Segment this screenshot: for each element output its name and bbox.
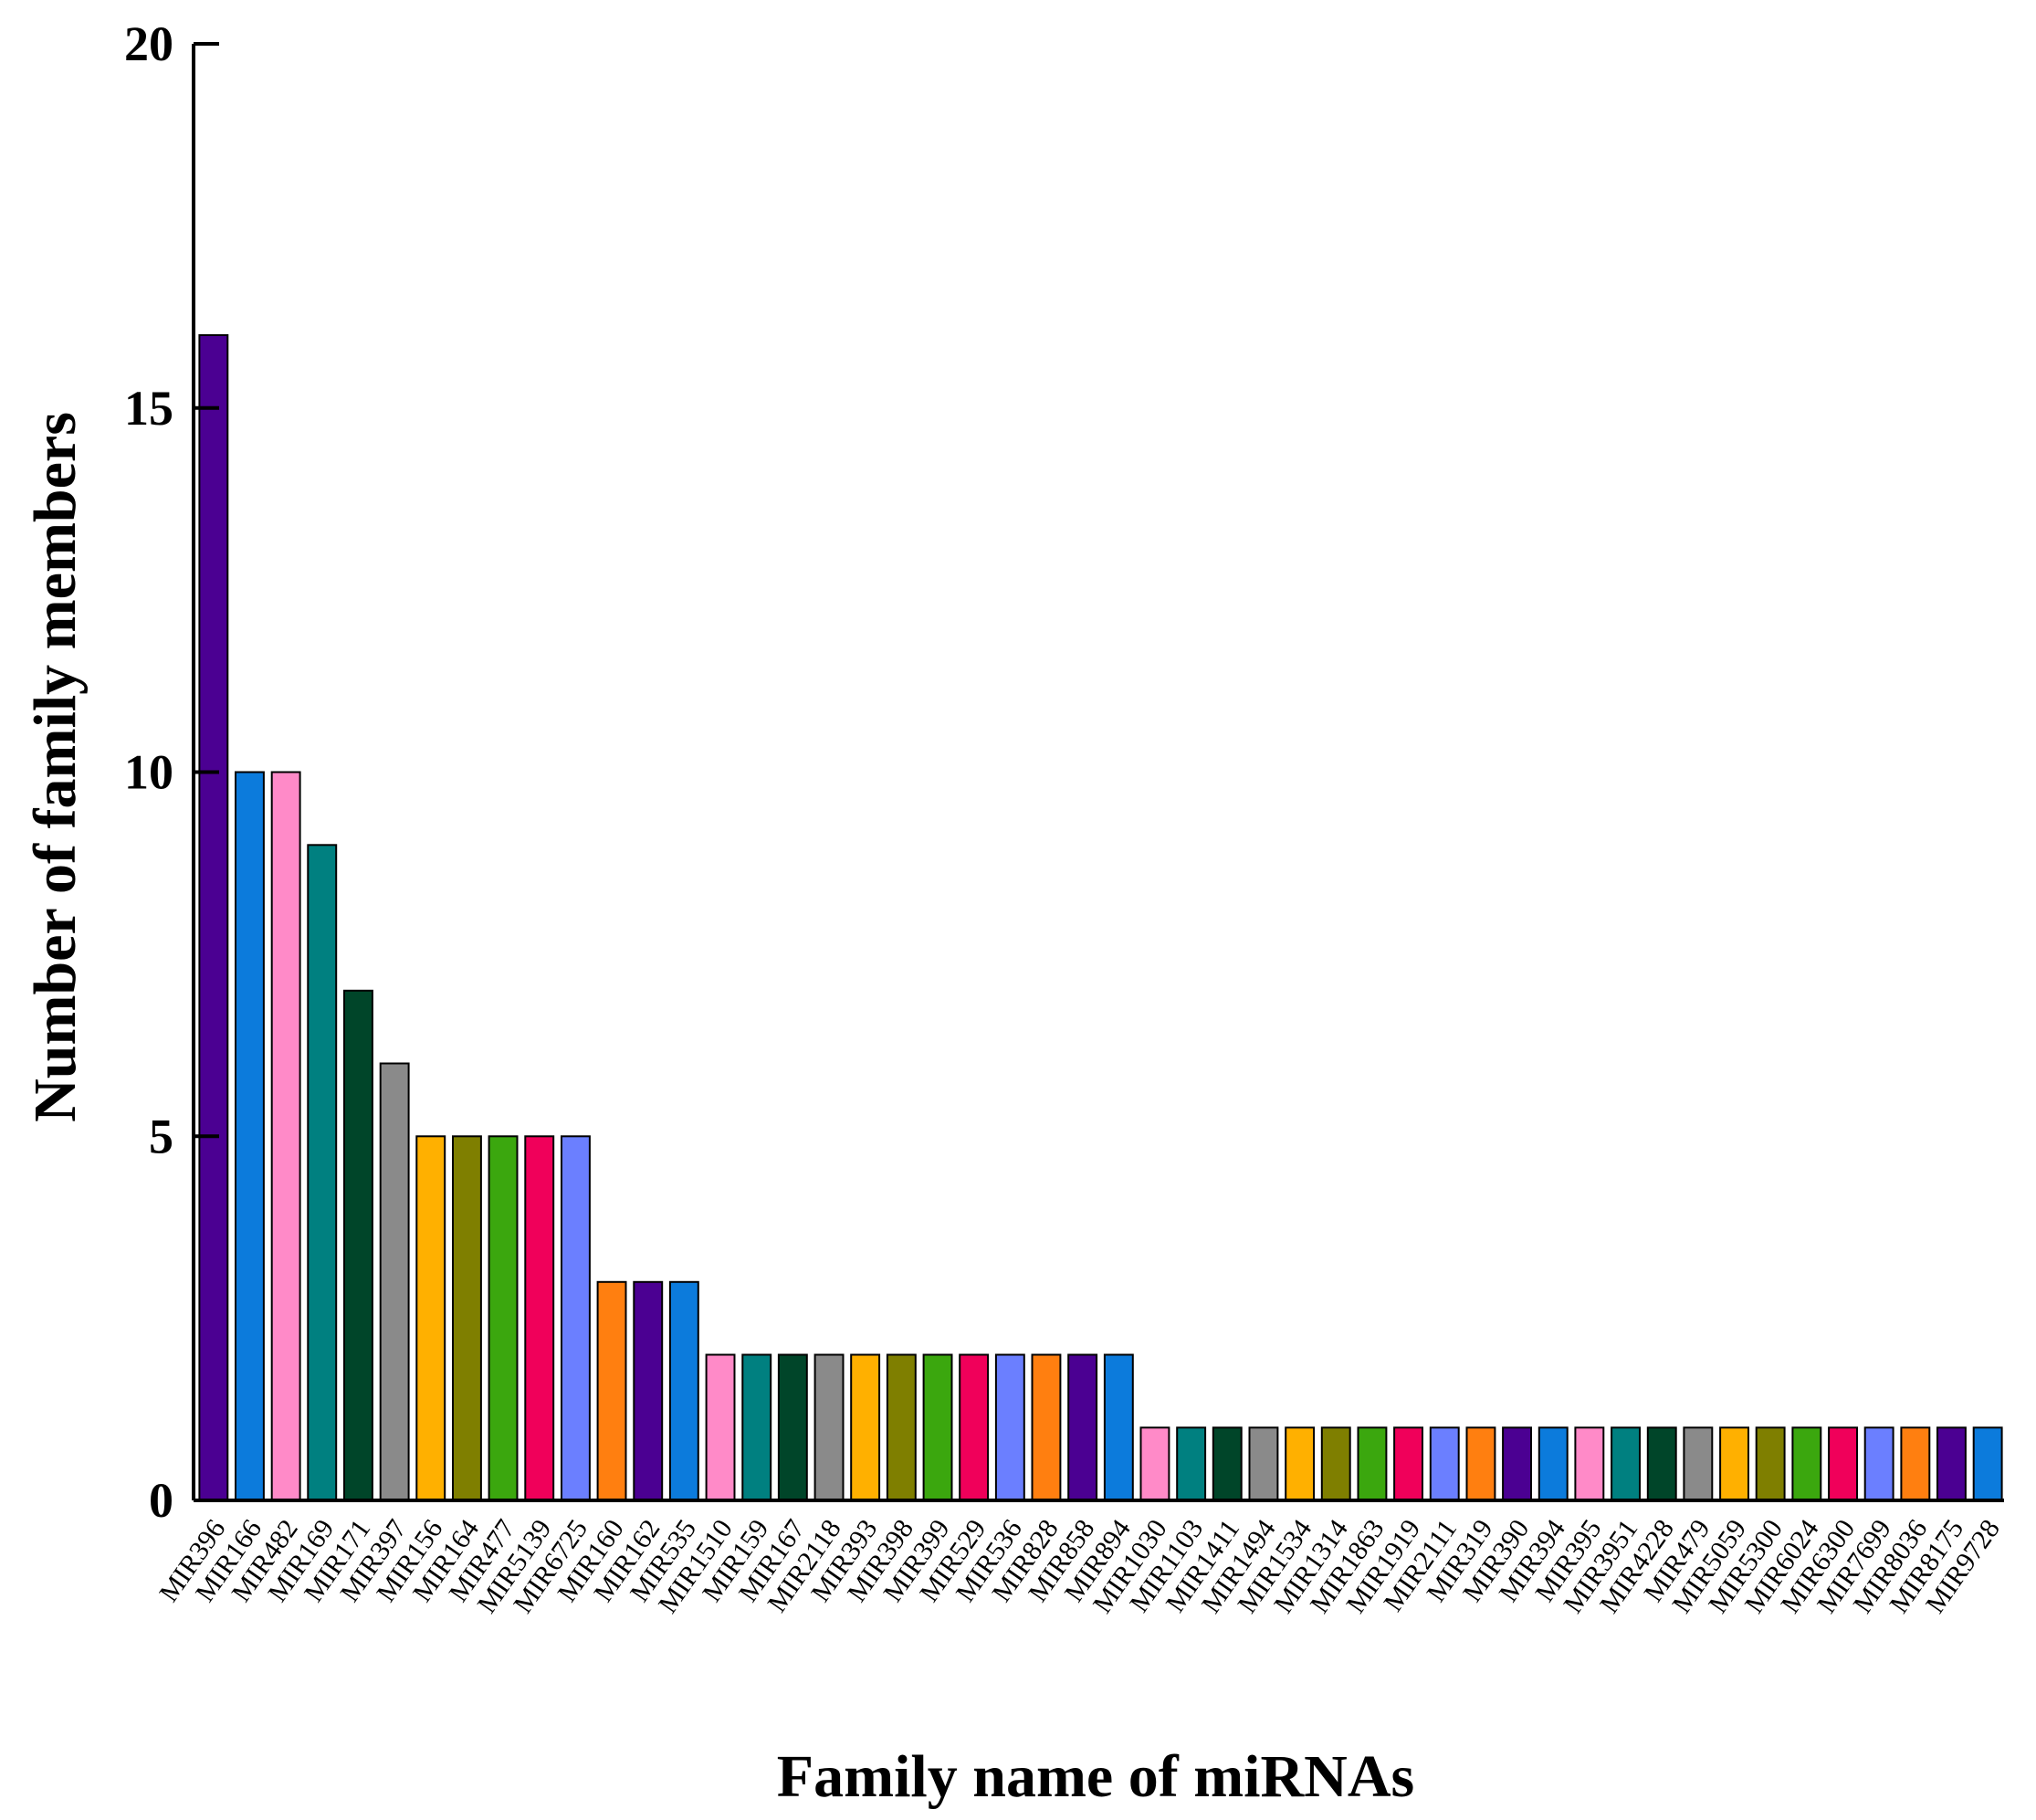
bar-mir858 (1067, 1353, 1098, 1501)
bar-mir3951 (1611, 1426, 1641, 1502)
y-tick-label: 10 (124, 745, 173, 800)
bar-mir319 (1465, 1426, 1496, 1502)
bar-series (198, 334, 2003, 1502)
bar-mir535 (668, 1280, 699, 1502)
bar-mir477 (488, 1135, 519, 1502)
bar-mir397 (379, 1062, 410, 1501)
bar-mir162 (633, 1280, 664, 1502)
bar-mir169 (307, 844, 338, 1502)
bar-mir1534 (1285, 1426, 1316, 1502)
y-tick-label: 5 (149, 1109, 173, 1163)
bar-mir390 (1502, 1426, 1532, 1502)
bar-mir1494 (1248, 1426, 1279, 1502)
bar-mir1863 (1357, 1426, 1388, 1502)
bar-mir6024 (1791, 1426, 1822, 1502)
bar-mir8175 (1936, 1426, 1967, 1502)
bar-mir2118 (813, 1353, 845, 1501)
bar-mir2111 (1429, 1426, 1460, 1502)
bar-mir894 (1103, 1353, 1134, 1501)
bar-mir482 (270, 771, 301, 1501)
bar-mir1510 (705, 1353, 736, 1501)
bar-mir5300 (1755, 1426, 1786, 1502)
bar-mir396 (198, 334, 229, 1501)
bar-mir171 (343, 989, 373, 1502)
y-tick-label: 20 (124, 16, 173, 71)
y-tick-label: 0 (149, 1473, 173, 1528)
bar-mir399 (922, 1353, 953, 1501)
bar-mir167 (777, 1353, 808, 1501)
bar-mir394 (1537, 1426, 1569, 1502)
bar-mir6300 (1828, 1426, 1858, 1502)
bar-mir536 (994, 1353, 1025, 1501)
bar-mir395 (1574, 1426, 1605, 1502)
bar-mir8036 (1900, 1426, 1931, 1502)
bar-mir156 (415, 1135, 446, 1502)
bar-mir9728 (1972, 1426, 2003, 1502)
bar-mir1030 (1139, 1426, 1170, 1502)
bar-mir160 (596, 1280, 627, 1502)
bar-mir5139 (524, 1135, 555, 1502)
bar-mir166 (235, 771, 265, 1501)
bar-mir159 (741, 1353, 772, 1501)
y-axis-title: Number of family members (22, 412, 89, 1122)
bar-mir1411 (1212, 1426, 1243, 1502)
bar-mir1919 (1393, 1426, 1423, 1502)
y-tick-label: 15 (124, 381, 173, 436)
bar-mir393 (850, 1353, 881, 1501)
x-axis-title: Family name of miRNAs (777, 1743, 1414, 1810)
bar-mir6725 (561, 1135, 591, 1502)
bar-mir164 (452, 1135, 482, 1502)
x-axis: MIR396MIR166MIR482MIR169MIR171MIR397MIR1… (153, 1499, 2006, 1619)
bar-mir398 (886, 1353, 917, 1501)
y-axis: 0 5 10 15 20 (124, 16, 219, 1528)
bar-mir828 (1031, 1353, 1062, 1501)
bar-mir5059 (1719, 1426, 1749, 1502)
bar-mir4228 (1646, 1426, 1677, 1502)
bar-mir1314 (1320, 1426, 1351, 1502)
bar-mir529 (959, 1353, 990, 1501)
bar-mir1103 (1176, 1426, 1207, 1502)
bar-mir479 (1683, 1426, 1714, 1502)
bar-mir7699 (1863, 1426, 1894, 1502)
